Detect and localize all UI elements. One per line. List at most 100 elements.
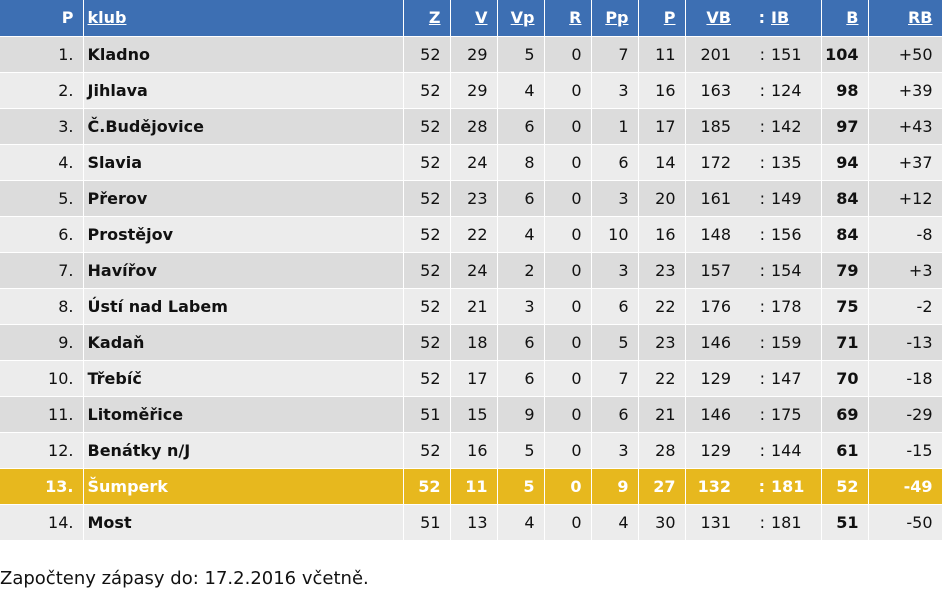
cell-wins: 24 (450, 252, 498, 289)
cell-colon: : (740, 252, 765, 289)
cell-games: 52 (403, 468, 451, 505)
cell-games: 52 (403, 252, 451, 289)
cell-games: 52 (403, 324, 451, 361)
cell-wins: 29 (450, 72, 498, 109)
cell-position: 6. (0, 216, 84, 253)
cell-goals-for: 131 (685, 504, 740, 541)
cell-goal-difference: +37 (868, 144, 942, 181)
cell-goal-difference: +43 (868, 108, 942, 145)
cell-overtime-losses: 4 (591, 504, 639, 541)
header-draws-sort[interactable]: R (544, 0, 592, 37)
cell-club: Benátky n/J (83, 432, 404, 469)
cell-club: Most (83, 504, 404, 541)
cell-overtime-wins: 5 (497, 36, 545, 73)
cell-position: 10. (0, 360, 84, 397)
cell-goals-against: 154 (765, 252, 822, 289)
cell-club: Ústí nad Labem (83, 288, 404, 325)
cell-games: 52 (403, 360, 451, 397)
cell-overtime-wins: 8 (497, 144, 545, 181)
cell-points: 71 (821, 324, 869, 361)
cell-draws: 0 (544, 504, 592, 541)
cell-goals-against: 181 (765, 468, 822, 505)
cell-overtime-losses: 7 (591, 36, 639, 73)
cell-overtime-wins: 6 (497, 324, 545, 361)
cell-club: Přerov (83, 180, 404, 217)
cell-overtime-wins: 5 (497, 468, 545, 505)
cell-overtime-wins: 4 (497, 504, 545, 541)
cell-draws: 0 (544, 396, 592, 433)
cell-position: 9. (0, 324, 84, 361)
cell-games: 52 (403, 432, 451, 469)
cell-points: 98 (821, 72, 869, 109)
cell-goal-difference: -29 (868, 396, 942, 433)
table-row: 9. Kadaň 52 18 6 0 5 23 146:159 71 -13 (0, 324, 942, 361)
cell-club: Třebíč (83, 360, 404, 397)
cell-losses: 16 (638, 72, 686, 109)
cell-games: 52 (403, 72, 451, 109)
cell-wins: 16 (450, 432, 498, 469)
header-goals-for-sort[interactable]: VB (685, 0, 740, 37)
table-row: 3. Č.Budějovice 52 28 6 0 1 17 185:142 97 +43 (0, 108, 942, 145)
cell-draws: 0 (544, 360, 592, 397)
cell-goal-difference: +3 (868, 252, 942, 289)
cell-overtime-wins: 3 (497, 288, 545, 325)
cell-goals-against: 181 (765, 504, 822, 541)
table-row: 6. Prostějov 52 22 4 0 10 16 148:156 84 -8 (0, 216, 942, 253)
cell-points: 84 (821, 216, 869, 253)
cell-overtime-losses: 10 (591, 216, 639, 253)
header-wins-sort[interactable]: V (450, 0, 498, 37)
cell-points: 69 (821, 396, 869, 433)
header-losses-sort[interactable]: P (638, 0, 686, 37)
cell-goals-for: 172 (685, 144, 740, 181)
table-row: 4. Slavia 52 24 8 0 6 14 172:135 94 +37 (0, 144, 942, 181)
cell-losses: 21 (638, 396, 686, 433)
cell-club: Litoměřice (83, 396, 404, 433)
cell-overtime-losses: 5 (591, 324, 639, 361)
cell-points: 70 (821, 360, 869, 397)
cell-overtime-losses: 6 (591, 396, 639, 433)
table-row: 13. Šumperk 52 11 5 0 9 27 132:181 52 -49 (0, 468, 942, 505)
cell-goals-against: 159 (765, 324, 822, 361)
cell-losses: 28 (638, 432, 686, 469)
cell-overtime-losses: 9 (591, 468, 639, 505)
cell-draws: 0 (544, 180, 592, 217)
cell-goal-difference: -13 (868, 324, 942, 361)
cell-colon: : (740, 324, 765, 361)
cell-goals-against: 151 (765, 36, 822, 73)
cell-points: 84 (821, 180, 869, 217)
cell-points: 61 (821, 432, 869, 469)
header-overtime-losses-sort[interactable]: Pp (591, 0, 639, 37)
cell-games: 52 (403, 288, 451, 325)
header-goal-difference-sort[interactable]: RB (868, 0, 942, 37)
cell-overtime-wins: 6 (497, 108, 545, 145)
cell-overtime-losses: 6 (591, 288, 639, 325)
cell-goal-difference: +12 (868, 180, 942, 217)
cell-wins: 24 (450, 144, 498, 181)
cell-draws: 0 (544, 108, 592, 145)
cell-games: 52 (403, 36, 451, 73)
cell-club: Kadaň (83, 324, 404, 361)
cell-draws: 0 (544, 468, 592, 505)
header-row: P klub Z V Vp R Pp P VB : IB B RB (0, 0, 942, 37)
cell-position: 1. (0, 36, 84, 73)
header-position: P (0, 0, 84, 37)
cell-wins: 13 (450, 504, 498, 541)
header-overtime-wins-sort[interactable]: Vp (497, 0, 545, 37)
cell-club: Slavia (83, 144, 404, 181)
cell-overtime-losses: 6 (591, 144, 639, 181)
header-goals-against-sort[interactable]: IB (765, 0, 822, 37)
cell-wins: 21 (450, 288, 498, 325)
cell-points: 75 (821, 288, 869, 325)
cell-points: 51 (821, 504, 869, 541)
table-row: 11. Litoměřice 51 15 9 0 6 21 146:175 69 -29 (0, 396, 942, 433)
cell-losses: 27 (638, 468, 686, 505)
header-points-sort[interactable]: B (821, 0, 869, 37)
header-games-sort[interactable]: Z (403, 0, 451, 37)
header-club-sort[interactable]: klub (83, 0, 404, 37)
cell-points: 94 (821, 144, 869, 181)
cell-losses: 22 (638, 360, 686, 397)
cell-losses: 23 (638, 324, 686, 361)
cell-points: 104 (821, 36, 869, 73)
cell-colon: : (740, 180, 765, 217)
cell-points: 79 (821, 252, 869, 289)
